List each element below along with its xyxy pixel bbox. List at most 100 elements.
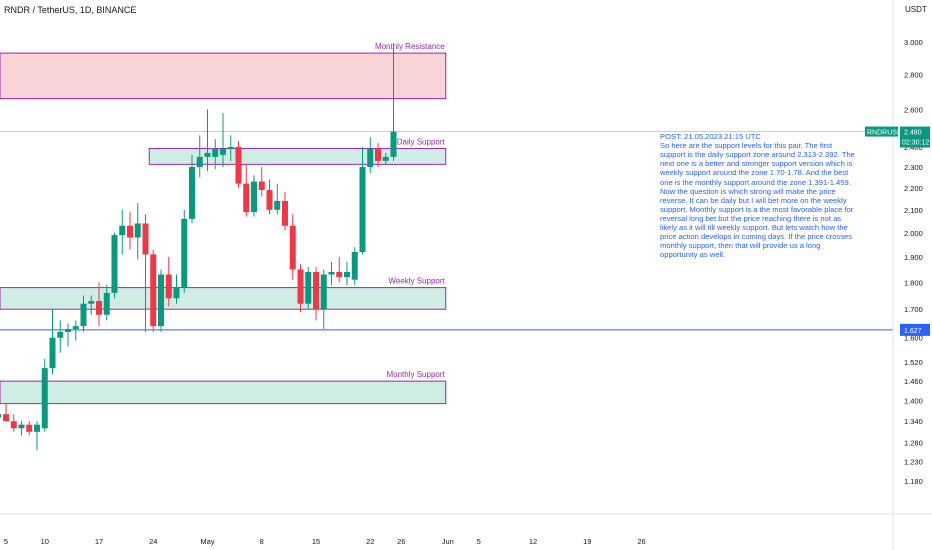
candle-body [173,287,180,299]
currency-label: USDT [905,5,927,14]
candle-body [336,271,343,278]
candle-body [235,146,242,184]
candle [258,167,265,197]
time-tick-label: 17 [95,537,103,546]
candle-body [142,223,149,255]
candle-body [96,300,102,315]
candle [181,209,188,293]
candle [80,295,87,332]
price-tick-label: 1.230 [904,457,923,466]
candle [382,152,389,165]
candle [367,137,374,174]
candle [150,249,157,332]
candle-body [18,424,25,429]
symbol-tag-text: RNDRUSDT [867,130,907,137]
candle-body [119,225,126,236]
price-tick-label: 2.800 [904,70,923,79]
candle-body [243,183,250,213]
zone-monthly-support [0,380,447,405]
candle [274,183,281,215]
symbol-title: RNDR / TetherUS, 1D, BINANCE [4,5,137,15]
price-tick-label: 1.800 [904,278,923,287]
candle-body [189,167,195,219]
idea-note-text: POST: 21.05.2023 21:15 UTC So here are t… [660,132,855,260]
zone-daily-support [148,148,447,165]
candle-body [289,225,296,270]
candle-body [103,292,110,315]
candle-body [266,190,273,210]
zone-label: Monthly Resistance [375,42,445,51]
bar-countdown-text: 02:30:12 [902,140,929,147]
candle [127,212,133,250]
candle [142,214,149,332]
candle-body [258,181,265,191]
price-tick-label: 2.600 [904,105,923,114]
candle [320,269,327,330]
time-tick-label: 8 [260,537,264,546]
candle [189,154,195,224]
time-tick-label: 5 [477,537,481,546]
candle [344,261,350,285]
candle [220,112,226,168]
last-price-tag [900,126,930,148]
candle [49,309,56,375]
candle-body [0,414,2,418]
candle [18,421,25,436]
candle-body [351,251,358,280]
level-tag [900,323,930,336]
time-tick-label: 24 [149,537,157,546]
zone-monthly-resistance [0,52,447,100]
candle [88,295,95,315]
candle [227,135,234,161]
last-price-text: 2.480 [904,130,922,137]
price-tick-label: 1.520 [904,358,923,367]
candle-body [274,200,281,210]
candle [375,143,381,168]
candle [196,135,203,178]
candle-body [3,414,9,422]
zone-label: Weekly Support [388,277,445,286]
candle [282,192,288,231]
candle [119,209,126,255]
candle [10,414,17,432]
candle-body [313,271,319,310]
candle-body [390,131,397,157]
candle [243,164,250,217]
time-axis[interactable]: 5 10 17 24 May 8 15 22 26 Jun 5 12 19 26 [0,513,932,546]
candle-body [158,274,164,327]
price-tick-label: 1.340 [904,417,923,426]
zones-layer: Monthly Resistance Daily Support Weekly Su… [0,42,447,405]
candle-body [320,274,327,310]
candle [266,179,273,215]
candle-body [367,148,374,168]
candle-body [150,254,157,327]
candle-body [80,303,87,327]
candle [328,261,335,285]
time-tick-label: Jun [442,537,454,546]
price-tick-label: 1.280 [904,439,923,448]
time-tick-label: 10 [41,537,49,546]
candle [57,320,64,353]
price-axis[interactable]: 3.0002.8002.6002.4002.3002.2002.1002.000… [892,0,923,550]
candle-body [344,271,350,278]
candle-body [251,181,257,213]
price-tick-label: 1.180 [904,477,923,486]
candle [111,232,118,299]
candle-body [26,424,33,432]
candle-body [88,300,95,304]
candle [204,109,211,172]
time-tick-label: 5 [4,537,8,546]
candle-body [57,331,64,338]
candle [72,320,79,341]
candle-body [127,225,133,238]
price-tick-label: 1.900 [904,253,923,262]
zone-label: Monthly Support [386,370,445,379]
candle [297,264,304,312]
candle-body [328,271,335,275]
candle-body [204,152,211,157]
candle-body [305,271,312,304]
candle [3,403,9,422]
candle [313,266,319,321]
